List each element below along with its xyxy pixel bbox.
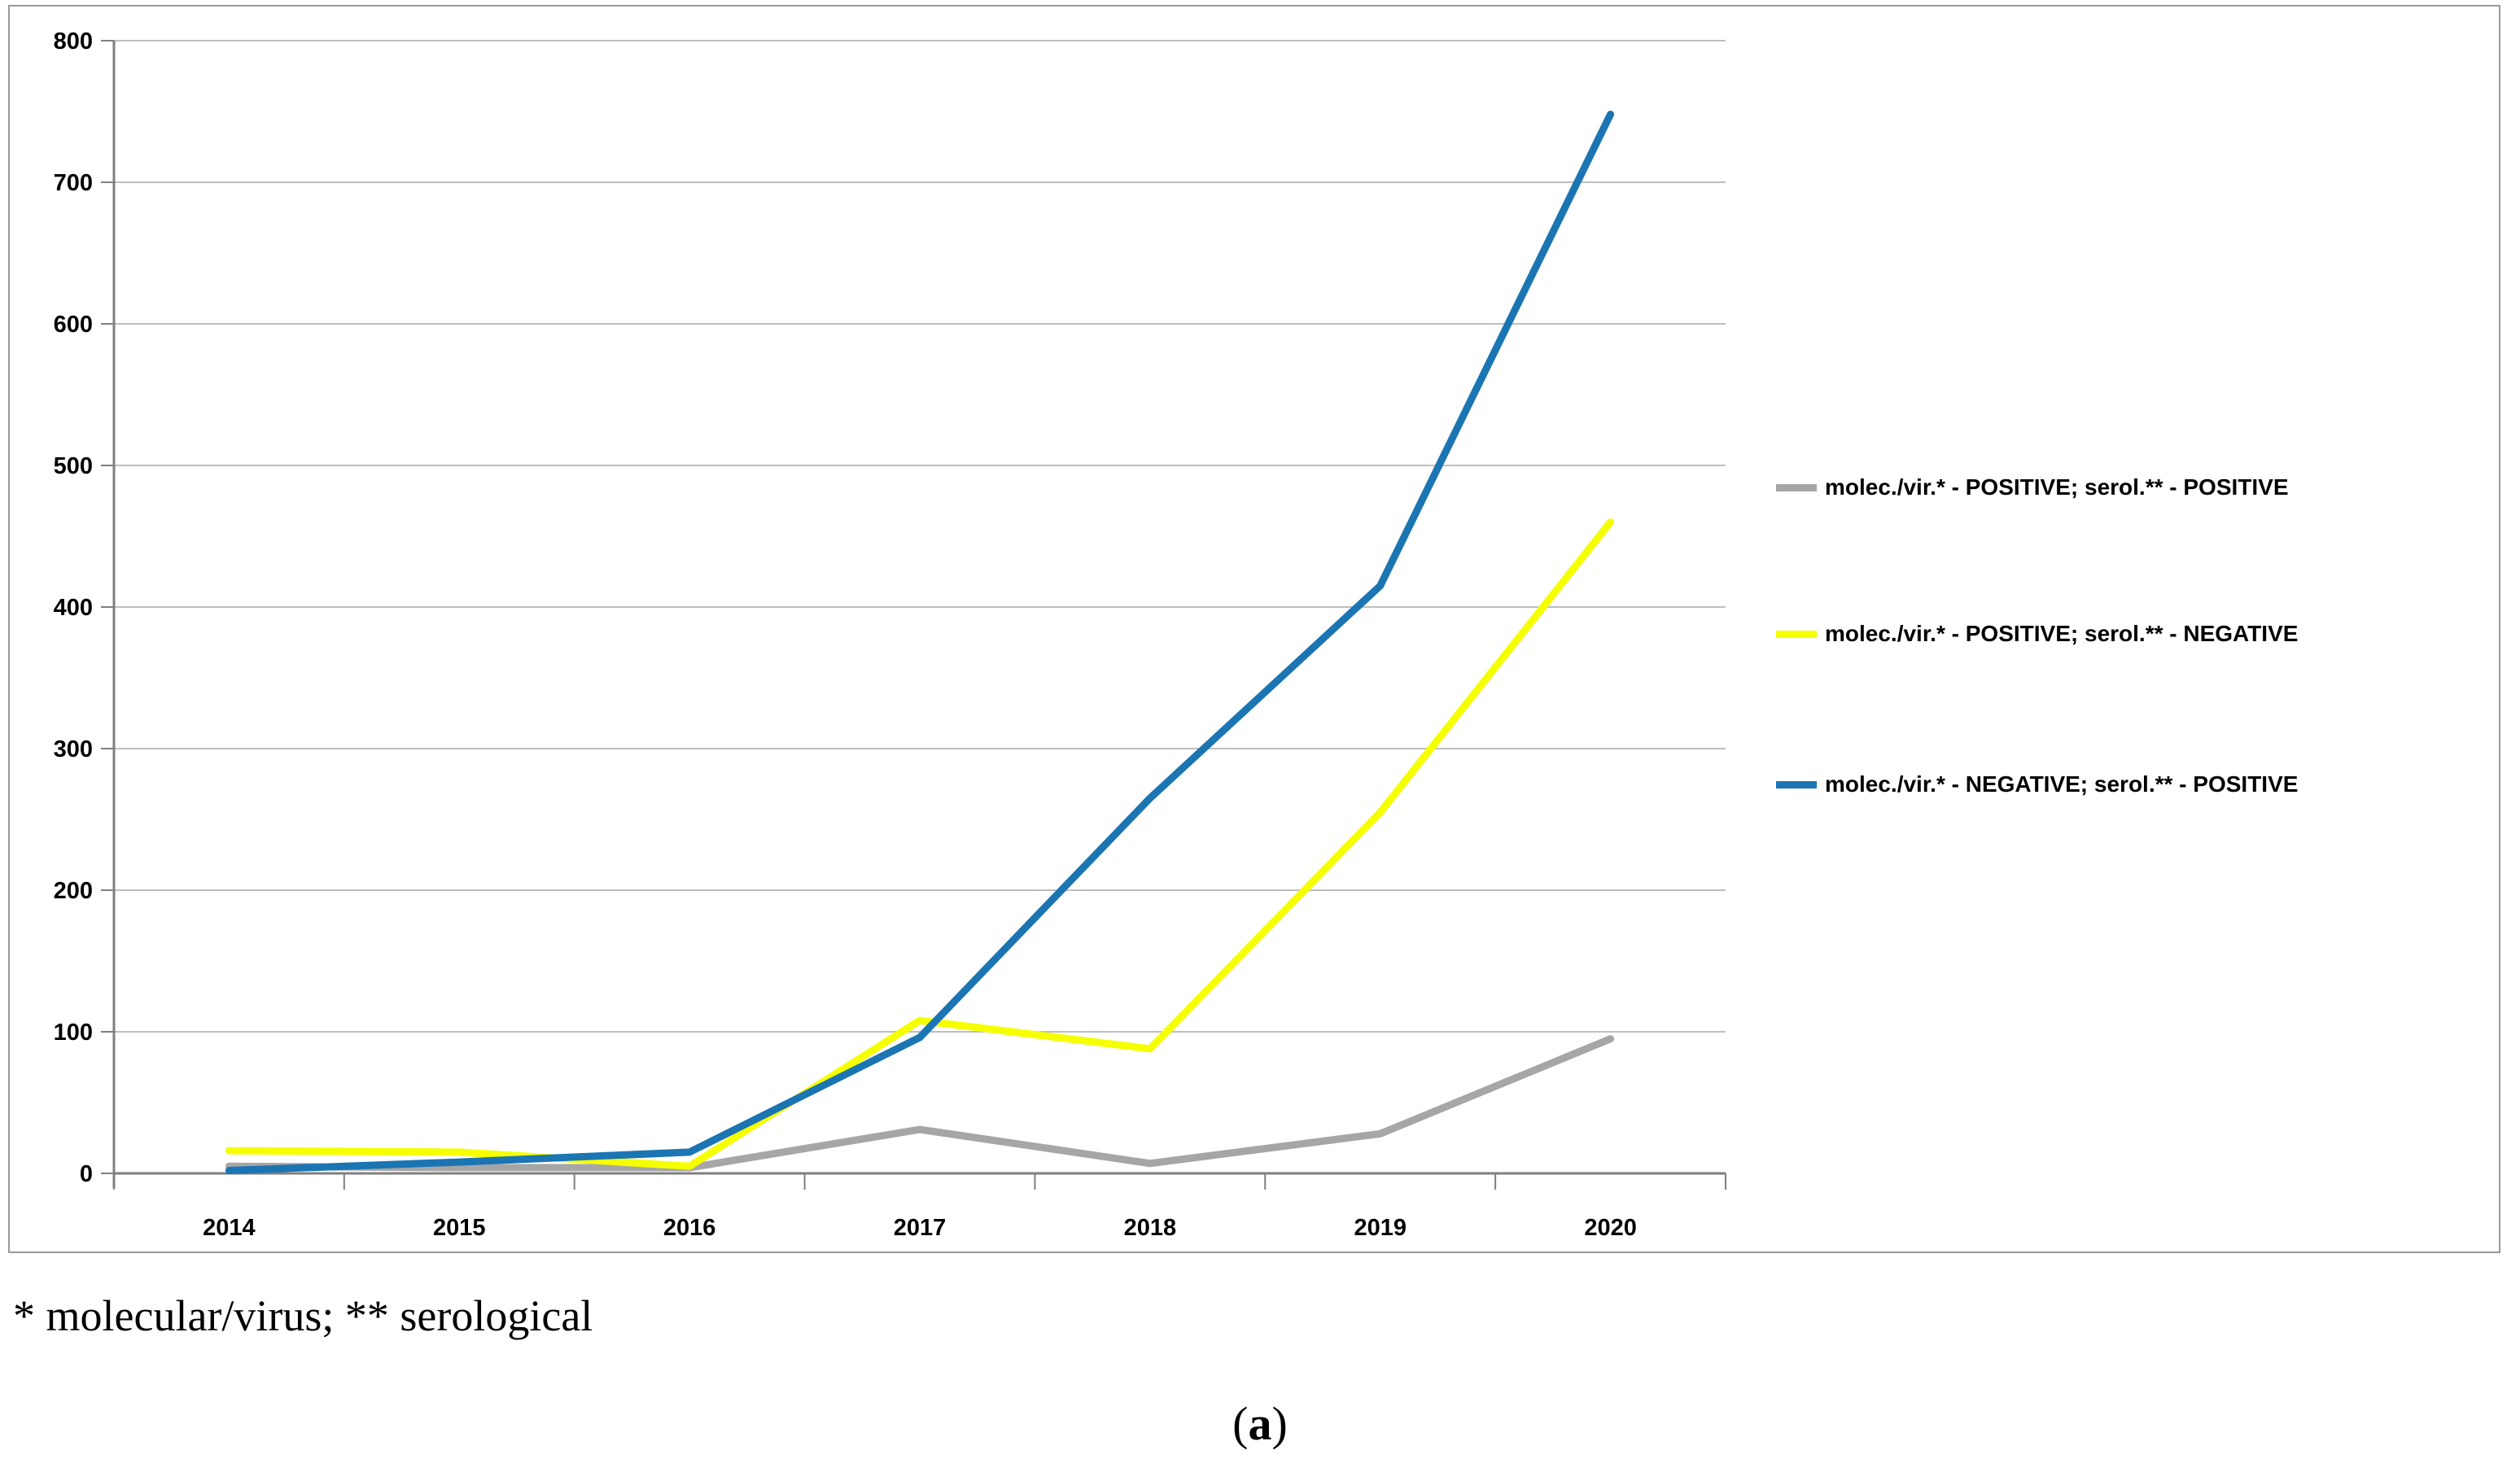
svg-text:100: 100 bbox=[54, 1020, 93, 1046]
svg-text:800: 800 bbox=[54, 28, 93, 55]
svg-text:700: 700 bbox=[54, 170, 93, 196]
svg-text:2020: 2020 bbox=[1584, 1215, 1637, 1241]
chart-footnote: * molecular/virus; ** serological bbox=[13, 1291, 593, 1340]
legend-label: molec./vir.* - POSITIVE; serol.** - NEGA… bbox=[1825, 621, 2299, 646]
line-chart-canvas: 0 100 200 300 400 500 600 700 800 2014 2015 2016 201… bbox=[54, 28, 1726, 1241]
svg-text:2014: 2014 bbox=[203, 1215, 256, 1241]
svg-text:300: 300 bbox=[54, 736, 93, 762]
caption-close-paren: ) bbox=[1271, 1397, 1288, 1450]
legend-item: molec./vir.* - POSITIVE; serol.** - NEGA… bbox=[1776, 621, 2298, 647]
legend-line-swatch bbox=[1776, 780, 1817, 788]
legend-item: molec./vir.* - NEGATIVE; serol.** - POSI… bbox=[1776, 771, 2298, 797]
svg-text:400: 400 bbox=[54, 595, 93, 621]
svg-text:2019: 2019 bbox=[1354, 1215, 1407, 1241]
svg-text:0: 0 bbox=[80, 1161, 93, 1187]
svg-text:2018: 2018 bbox=[1124, 1215, 1177, 1241]
svg-text:600: 600 bbox=[54, 312, 93, 338]
legend-line-swatch bbox=[1776, 483, 1817, 491]
chart-figure: 0 100 200 300 400 500 600 700 800 2014 2015 2016 201… bbox=[8, 5, 2500, 1253]
figure-caption: (a) bbox=[0, 1396, 2520, 1451]
svg-text:2017: 2017 bbox=[894, 1215, 947, 1241]
svg-text:2015: 2015 bbox=[433, 1215, 486, 1241]
legend-line-swatch bbox=[1776, 630, 1817, 638]
svg-text:2016: 2016 bbox=[663, 1215, 716, 1241]
chart-legend: molec./vir.* - POSITIVE; serol.** - POSI… bbox=[1776, 7, 2492, 1251]
svg-text:200: 200 bbox=[54, 878, 93, 904]
legend-label: molec./vir.* - POSITIVE; serol.** - POSI… bbox=[1825, 474, 2289, 500]
legend-label: molec./vir.* - NEGATIVE; serol.** - POSI… bbox=[1825, 771, 2299, 797]
caption-letter: a bbox=[1248, 1397, 1272, 1450]
legend-item: molec./vir.* - POSITIVE; serol.** - POSI… bbox=[1776, 474, 2289, 500]
svg-text:500: 500 bbox=[54, 453, 93, 479]
caption-open-paren: ( bbox=[1232, 1397, 1249, 1450]
